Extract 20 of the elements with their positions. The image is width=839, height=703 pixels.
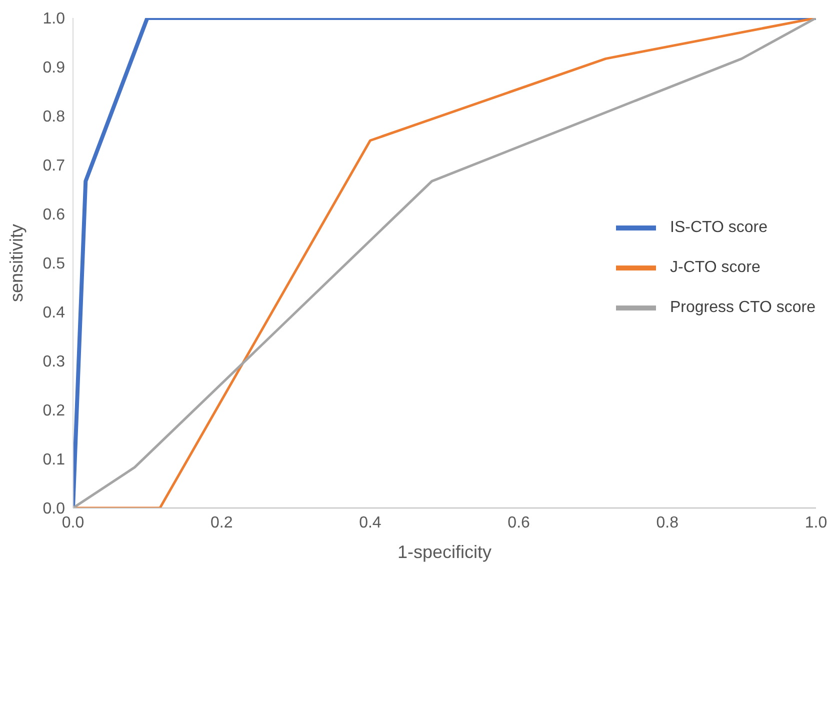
y-tick-label: 0.9 — [42, 60, 66, 77]
x-tick-label: 0.2 — [210, 514, 233, 532]
y-tick-label: 0.6 — [42, 206, 66, 224]
x-axis-title: 1-specificity — [397, 542, 492, 562]
x-tick-label: 0.8 — [656, 514, 679, 532]
x-tick-label: 0.6 — [508, 514, 530, 532]
y-tick-label: 0.2 — [42, 402, 66, 420]
legend-label: IS-CTO score — [670, 219, 768, 236]
y-tick-label: 0.8 — [42, 108, 66, 126]
y-tick-label: 0.3 — [42, 354, 66, 371]
y-axis-title: sensitivity — [6, 224, 26, 302]
y-tick-label: 0.1 — [42, 452, 66, 469]
legend-label: J-CTO score — [670, 259, 760, 276]
y-tick-label: 1.0 — [42, 10, 66, 28]
x-tick-label: 0.4 — [359, 514, 382, 532]
legend-label: Progress CTO score — [670, 299, 816, 316]
y-tick-label: 0.4 — [42, 304, 66, 322]
y-tick-label: 0.7 — [42, 158, 66, 175]
y-tick-label: 0.5 — [42, 256, 66, 273]
x-tick-label: 1.0 — [804, 514, 828, 532]
